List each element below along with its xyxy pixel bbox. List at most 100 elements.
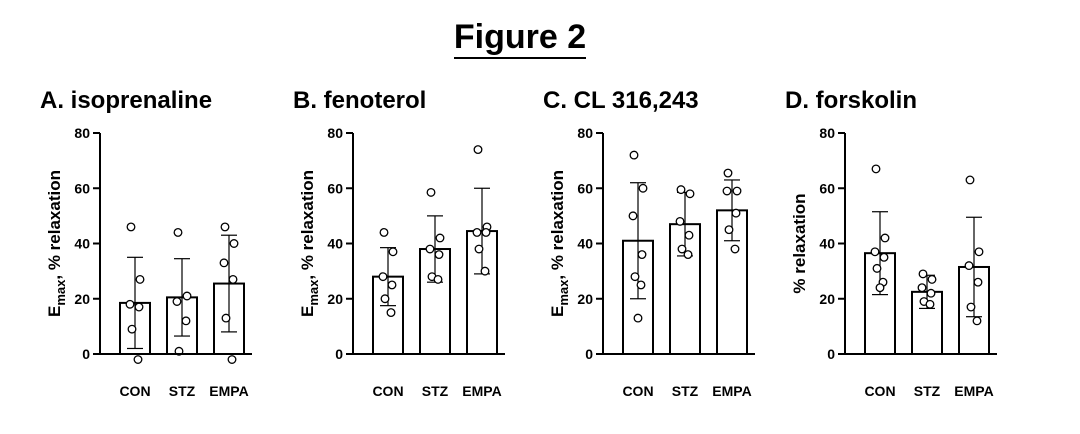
data-point xyxy=(227,355,237,364)
y-tick-label: 60 xyxy=(577,180,593,196)
y-tick-label: 40 xyxy=(327,236,343,252)
y-axis-label-rest: , % relaxation xyxy=(298,170,317,280)
data-point xyxy=(481,227,491,237)
data-point xyxy=(974,247,984,257)
y-tick-label: 40 xyxy=(74,236,90,252)
figure-title: Figure 2 xyxy=(0,18,1040,59)
data-point xyxy=(474,244,484,254)
y-axis-label-main: E xyxy=(548,306,567,317)
data-point xyxy=(472,227,482,237)
x-tick-label: CON xyxy=(119,383,150,399)
data-point xyxy=(636,280,646,290)
data-point xyxy=(683,250,693,259)
y-axis-label-rest: , % relaxation xyxy=(45,170,64,280)
panel-b: B. fenoterol 0 20 40 60 80 Emax, % relaxation C… xyxy=(293,87,505,399)
data-point xyxy=(972,316,982,326)
data-point xyxy=(388,247,398,257)
x-tick-label: EMPA xyxy=(954,383,993,399)
data-point xyxy=(220,222,230,232)
data-point xyxy=(685,189,695,199)
data-point xyxy=(880,233,890,243)
y-axis-label-main: E xyxy=(298,306,317,317)
panel-title: C. CL 316,243 xyxy=(543,87,699,114)
y-axis-label: Emax, % relaxation xyxy=(45,170,68,317)
data-point xyxy=(879,252,889,262)
x-tick-label: CON xyxy=(864,383,895,399)
y-axis-label-subscript: max xyxy=(556,279,571,306)
data-point xyxy=(875,283,885,293)
data-point xyxy=(172,297,182,306)
data-point xyxy=(181,316,191,326)
y-tick-label: 0 xyxy=(335,346,343,362)
data-point xyxy=(676,185,686,195)
data-point xyxy=(379,227,389,237)
y-axis-label: % relaxation xyxy=(790,193,809,293)
data-point xyxy=(925,299,935,309)
data-point xyxy=(219,258,229,268)
y-tick-label: 80 xyxy=(327,125,343,141)
data-point xyxy=(434,250,444,259)
figure-title-text: Figure 2 xyxy=(453,18,587,59)
x-tick-label: STZ xyxy=(672,383,699,399)
data-point xyxy=(135,274,145,284)
x-tick-label: EMPA xyxy=(209,383,248,399)
y-tick-label: 20 xyxy=(74,291,90,307)
y-axis-label: Emax, % relaxation xyxy=(548,170,571,317)
y-tick-label: 80 xyxy=(819,125,835,141)
y-tick-label: 20 xyxy=(819,291,835,307)
data-point xyxy=(677,244,687,254)
data-point xyxy=(973,277,983,287)
data-point xyxy=(134,302,144,312)
y-axis-label-subscript: max xyxy=(53,279,68,306)
data-point xyxy=(125,299,135,309)
y-tick-label: 40 xyxy=(819,236,835,252)
y-axis-label: Emax, % relaxation xyxy=(298,170,321,317)
data-point xyxy=(480,266,490,276)
data-point xyxy=(387,280,397,290)
data-point xyxy=(637,250,647,259)
y-tick-label: 40 xyxy=(577,236,593,252)
y-tick-label: 60 xyxy=(74,180,90,196)
y-tick-label: 20 xyxy=(327,291,343,307)
data-point xyxy=(629,150,639,160)
data-point xyxy=(724,225,734,235)
y-axis-label-rest: , % relaxation xyxy=(548,170,567,280)
data-point xyxy=(926,288,936,298)
data-point xyxy=(918,269,928,279)
data-point xyxy=(871,164,881,174)
data-point xyxy=(182,291,192,301)
data-point xyxy=(435,233,445,243)
y-tick-label: 60 xyxy=(819,180,835,196)
data-point xyxy=(426,187,436,197)
data-point xyxy=(630,272,640,282)
data-point xyxy=(675,216,685,226)
panel-title: A. isoprenaline xyxy=(40,87,212,114)
data-point xyxy=(628,211,638,221)
data-point xyxy=(917,283,927,293)
data-point xyxy=(473,145,483,155)
y-tick-label: 0 xyxy=(827,346,835,362)
y-tick-label: 80 xyxy=(577,125,593,141)
y-axis-label-subscript: max xyxy=(306,279,321,306)
data-point xyxy=(730,244,740,254)
data-point xyxy=(433,274,443,284)
y-tick-label: 0 xyxy=(585,346,593,362)
data-point xyxy=(380,294,390,304)
data-point xyxy=(228,274,238,284)
data-point xyxy=(872,263,882,273)
x-tick-label: CON xyxy=(622,383,653,399)
data-point xyxy=(731,208,741,218)
data-point xyxy=(927,274,937,284)
data-point xyxy=(964,261,974,271)
y-tick-label: 0 xyxy=(82,346,90,362)
data-point xyxy=(126,222,136,232)
panel-c: C. CL 316,243 0 20 40 60 80 Emax, % relaxation… xyxy=(543,87,755,399)
y-axis-label-main: E xyxy=(45,306,64,317)
panel-a: A. isoprenaline 0 20 40 60 80 Emax, % relaxati… xyxy=(40,87,252,399)
data-point xyxy=(723,168,733,178)
data-point xyxy=(133,355,143,364)
x-tick-label: EMPA xyxy=(462,383,501,399)
data-point xyxy=(633,313,643,323)
y-tick-label: 60 xyxy=(327,180,343,196)
